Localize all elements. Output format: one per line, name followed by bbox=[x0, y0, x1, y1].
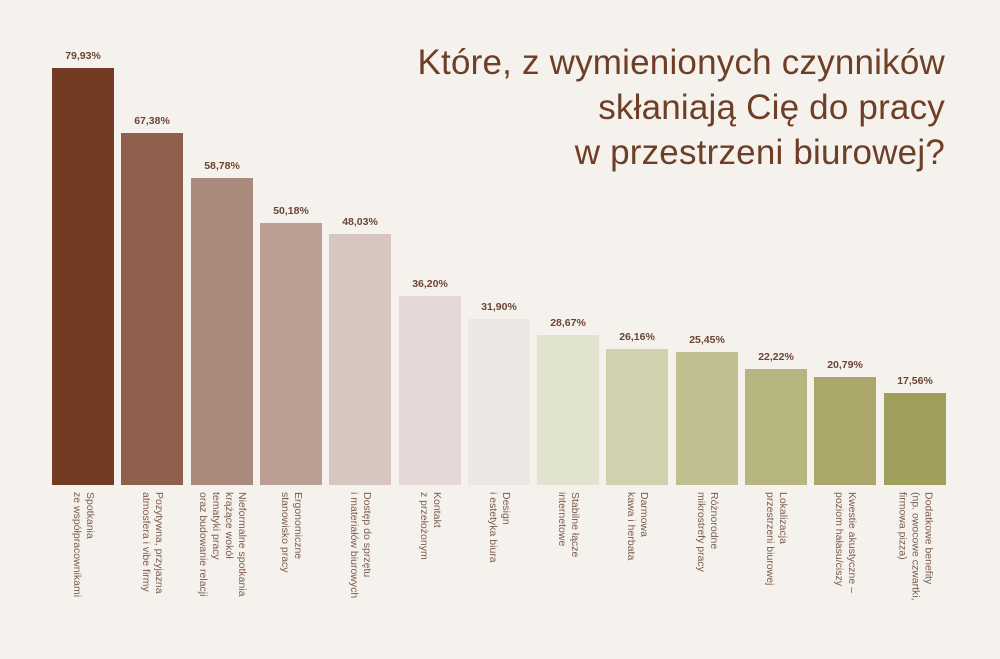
category-label: Kontakt z przełożonym bbox=[418, 492, 443, 560]
category-label: Różnorodne mikrostrefy pracy bbox=[695, 492, 720, 572]
chart-title: Które, z wymienionych czynników skłaniaj… bbox=[245, 40, 945, 175]
category-label: Design i estetyka biura bbox=[487, 492, 512, 563]
bar-value-label: 67,38% bbox=[134, 115, 170, 127]
category-label: Dostęp do sprzętu i materiałów biurowych bbox=[348, 492, 373, 599]
category-label: Pozytywna, przyjazna atmosfera i vibe fi… bbox=[140, 492, 165, 594]
bar bbox=[745, 369, 807, 485]
category-label: Darmowa kawa i herbata bbox=[625, 492, 650, 561]
bar-value-label: 58,78% bbox=[204, 160, 240, 172]
bar bbox=[537, 335, 599, 485]
bar bbox=[399, 296, 461, 485]
category-label: Nieformalne spotkania krążące wokół tema… bbox=[197, 492, 248, 597]
category-label: Spotkania ze współpracownikami bbox=[71, 492, 96, 598]
chart-title-line-1: Które, z wymienionych czynników bbox=[417, 43, 945, 82]
bar-value-label: 20,79% bbox=[827, 359, 863, 371]
bar-value-label: 36,20% bbox=[412, 278, 448, 290]
category-label: Lokalizacja przestrzeni biurowej bbox=[764, 492, 789, 586]
bar-value-label: 25,45% bbox=[689, 334, 725, 346]
bar-value-label: 17,56% bbox=[897, 375, 933, 387]
bar bbox=[468, 319, 530, 485]
bar bbox=[884, 393, 946, 485]
category-label: Ergonomiczne stanowisko pracy bbox=[279, 492, 304, 573]
bar-value-label: 79,93% bbox=[65, 50, 101, 62]
chart-title-line-3: w przestrzeni biurowej? bbox=[574, 133, 945, 172]
bar bbox=[329, 234, 391, 485]
bar-value-label: 48,03% bbox=[342, 216, 378, 228]
bar bbox=[606, 349, 668, 485]
bar-value-label: 28,67% bbox=[550, 317, 586, 329]
bar-value-label: 31,90% bbox=[481, 301, 517, 313]
bar-value-label: 22,22% bbox=[758, 351, 794, 363]
category-label: Dodatkowe benefity (np. owocowe czwartki… bbox=[896, 492, 935, 601]
bar-value-label: 26,16% bbox=[619, 331, 655, 343]
bar bbox=[52, 68, 114, 485]
category-label: Kwestie akustyczne – poziom hałasu/ciszy bbox=[833, 492, 858, 593]
bar-value-label: 50,18% bbox=[273, 205, 309, 217]
bar bbox=[191, 178, 253, 485]
chart-title-line-2: skłaniają Cię do pracy bbox=[598, 88, 945, 127]
bar bbox=[814, 377, 876, 485]
bar bbox=[121, 133, 183, 485]
category-label: Stabilne łącze internetowe bbox=[556, 492, 581, 558]
bar bbox=[676, 352, 738, 485]
bar bbox=[260, 223, 322, 485]
